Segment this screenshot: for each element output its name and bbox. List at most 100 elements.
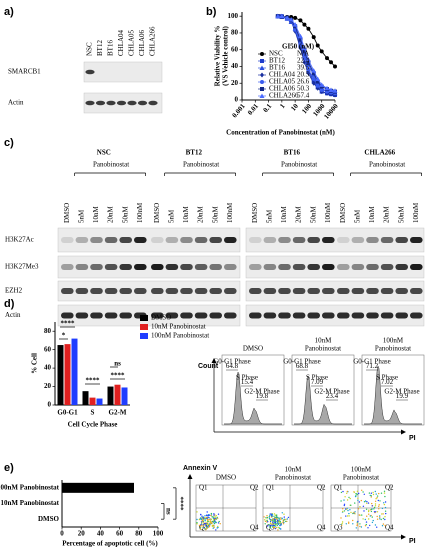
event-dot <box>373 506 376 509</box>
quadrant-label: Q2 <box>250 484 259 492</box>
event-dot <box>208 525 211 527</box>
y-tick-label: 0 <box>48 401 52 409</box>
event-dot <box>215 515 217 517</box>
event-dot <box>212 520 215 522</box>
gate-name: G2-M Phase <box>244 388 279 396</box>
data-point <box>302 22 307 27</box>
event-dot <box>200 524 202 526</box>
data-point <box>311 35 316 40</box>
event-dot <box>212 517 215 519</box>
band <box>278 237 291 243</box>
event-dot <box>373 508 375 510</box>
band <box>90 264 103 270</box>
band <box>307 288 320 294</box>
lane-label: 10nM <box>92 206 100 224</box>
event-dot <box>379 518 381 520</box>
event-dot <box>211 516 213 518</box>
x-tick-label: 100 <box>153 530 164 538</box>
row-label: EZH2 <box>5 287 23 295</box>
data-point <box>315 83 320 88</box>
event-dot <box>207 525 209 527</box>
band <box>134 264 147 270</box>
group-label: BT16 <box>284 149 301 157</box>
event-dot <box>278 527 281 529</box>
event-dot <box>201 515 203 517</box>
band <box>75 288 89 294</box>
event-dot <box>343 504 345 507</box>
event-dot <box>271 513 274 516</box>
data-point <box>275 13 281 19</box>
event-dot <box>207 514 210 516</box>
band <box>380 237 394 243</box>
band <box>292 312 306 319</box>
event-dot <box>382 523 385 525</box>
significance: **** <box>176 497 184 512</box>
band <box>104 288 118 294</box>
data-point <box>311 68 317 73</box>
event-dot <box>203 517 206 519</box>
event-dot <box>270 513 272 515</box>
event-dot <box>361 514 363 516</box>
panel-title: DMSO <box>216 474 236 482</box>
event-dot <box>277 519 279 522</box>
event-dot <box>359 525 361 528</box>
event-dot <box>372 491 374 494</box>
event-dot <box>356 490 359 492</box>
event-dot <box>285 520 287 523</box>
event-dot <box>286 518 288 520</box>
event-dot <box>205 522 207 525</box>
gate-value: 23.4 <box>326 392 339 400</box>
gate-name: G0-G1 Phase <box>283 358 321 366</box>
event-dot <box>371 505 373 507</box>
panel-title: 100nM <box>383 337 404 345</box>
data-point <box>301 45 307 51</box>
blot <box>83 61 163 83</box>
event-dot <box>268 524 270 526</box>
band <box>119 288 132 294</box>
event-dot <box>362 491 364 493</box>
legend-title: GI50 (nM) <box>282 43 315 51</box>
event-dot <box>360 499 362 502</box>
event-dot <box>264 519 266 521</box>
band <box>278 312 291 319</box>
legend-value: 39.5 <box>297 64 310 72</box>
lane-label: CHLA266 <box>149 26 157 56</box>
treatment-label: Panobinostat <box>281 161 317 169</box>
event-dot <box>198 524 201 527</box>
band <box>278 288 291 294</box>
band <box>151 237 164 243</box>
y-tick-label: 40 <box>231 62 239 70</box>
band <box>180 264 193 270</box>
data-point <box>324 85 330 91</box>
band <box>410 288 423 294</box>
event-dot <box>376 495 379 497</box>
event-dot <box>277 523 280 526</box>
event-dot <box>383 503 386 506</box>
group-label: CHLA266 <box>364 149 395 157</box>
band <box>137 100 148 106</box>
arrow-head <box>211 358 217 363</box>
gate-name: S Phase <box>306 374 328 382</box>
event-dot <box>214 518 217 520</box>
band <box>75 312 89 319</box>
lane-label: 10nM <box>182 206 190 224</box>
event-dot <box>200 514 202 516</box>
event-dot <box>211 520 213 523</box>
axis-label: PI <box>409 435 416 442</box>
row-label: H3K27Ac <box>5 236 34 244</box>
data-point <box>329 60 334 65</box>
event-dot <box>359 506 361 508</box>
event-dot <box>264 523 266 525</box>
quadrant-label: Q2 <box>385 484 394 492</box>
significance: ns <box>114 360 121 368</box>
data-point <box>319 87 324 92</box>
event-dot <box>346 508 348 510</box>
y-tick-label: 0 <box>235 96 239 104</box>
band <box>322 312 335 319</box>
event-dot <box>340 491 343 494</box>
band <box>351 312 365 319</box>
event-dot <box>213 513 215 515</box>
quadrant-label: Q1 <box>199 484 208 492</box>
band <box>322 288 335 294</box>
